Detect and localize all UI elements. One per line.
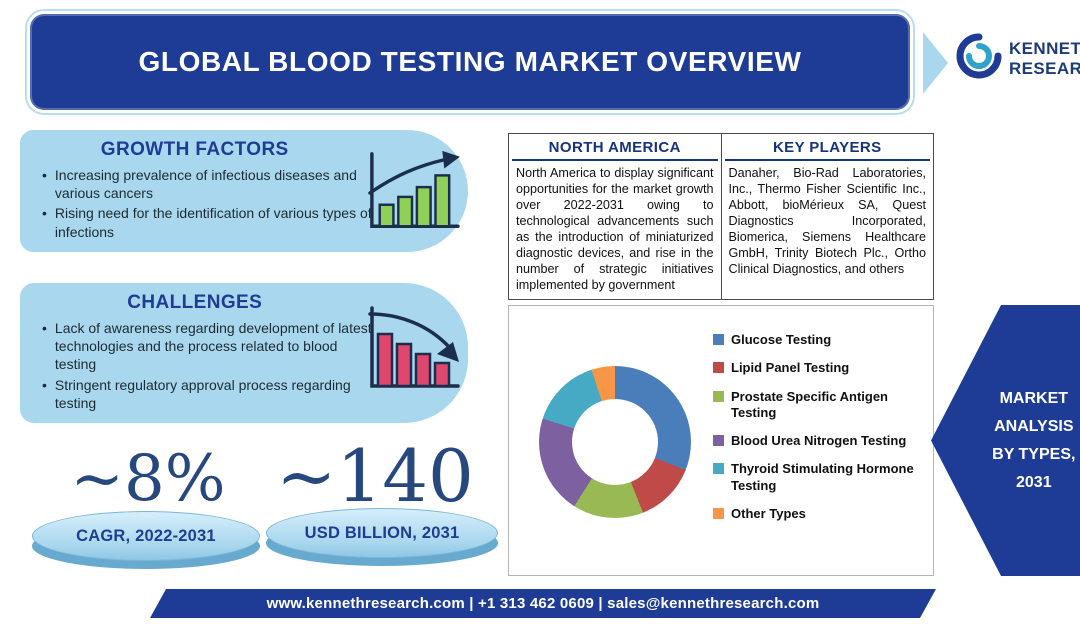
logo-text-line1: KENNETH	[1009, 38, 1080, 58]
market-analysis-text: MARKET ANALYSIS BY TYPES, 2031	[988, 385, 1080, 497]
header-banner: GLOBAL BLOOD TESTING MARKET OVERVIEW	[25, 9, 915, 115]
market-size-pedestal: USD BILLION, 2031	[266, 508, 498, 566]
key-players-title: KEY PLAYERS	[724, 134, 930, 161]
market-types-chart-panel: Glucose Testing Lipid Panel Testing Pros…	[508, 305, 934, 576]
legend-label: Glucose Testing	[731, 332, 832, 347]
legend-swatch	[713, 334, 724, 345]
banner-line: ANALYSIS	[994, 417, 1074, 435]
challenge-text: Stringent regulatory approval process re…	[54, 376, 351, 411]
key-players-column: KEY PLAYERS Danaher, Bio-Rad Laboratorie…	[722, 134, 934, 299]
bullet-dot: •	[42, 205, 47, 222]
legend-label: Prostate Specific Antigen Testing	[731, 388, 888, 420]
north-america-column: NORTH AMERICA North America to display s…	[509, 134, 722, 299]
legend-item: Thyroid Stimulating Hormone Testing	[713, 461, 925, 494]
cagr-value: ~8%	[70, 442, 226, 516]
north-america-body: North America to display significant opp…	[516, 166, 714, 292]
descending-bar-chart-icon	[362, 300, 462, 405]
cagr-pedestal: CAGR, 2022-2031	[32, 511, 260, 569]
legend-item: Prostate Specific Antigen Testing	[713, 389, 925, 422]
list-item: • Increasing prevalence of infectious di…	[42, 166, 372, 202]
cagr-label: CAGR, 2022-2031	[76, 526, 216, 545]
legend-label: Thyroid Stimulating Hormone Testing	[731, 461, 914, 493]
legend-label: Lipid Panel Testing	[731, 360, 850, 376]
donut-hole	[572, 399, 658, 485]
growth-factor-text: Rising need for the identification of va…	[54, 205, 372, 240]
challenge-text: Lack of awareness regarding development …	[54, 320, 372, 373]
legend-item: Glucose Testing	[713, 332, 925, 348]
legend-swatch	[713, 507, 724, 519]
market-analysis-banner: MARKET ANALYSIS BY TYPES, 2031	[931, 305, 1080, 576]
footer-contact-text: www.kennethresearch.com | +1 313 462 060…	[266, 595, 820, 612]
banner-line: MARKET	[999, 389, 1069, 407]
chart-legend: Glucose Testing Lipid Panel Testing Pros…	[713, 332, 925, 522]
banner-line: BY TYPES,	[992, 445, 1076, 463]
challenges-list: • Lack of awareness regarding developmen…	[42, 319, 468, 412]
key-players-body: Danaher, Bio-Rad Laboratories, Inc., The…	[728, 166, 927, 276]
list-item: • Stringent regulatory approval process …	[42, 376, 372, 412]
region-players-panel: NORTH AMERICA North America to display s…	[508, 133, 934, 300]
donut-chart	[539, 366, 691, 518]
legend-label: Blood Urea Nitrogen Testing	[731, 433, 907, 448]
north-america-title: NORTH AMERICA	[512, 134, 718, 161]
growth-factors-title: GROWTH FACTORS	[100, 139, 289, 160]
logo-text-line2: RESEARCH	[1009, 58, 1080, 78]
bullet-dot: •	[42, 376, 47, 393]
legend-swatch	[713, 463, 724, 475]
page-title: GLOBAL BLOOD TESTING MARKET OVERVIEW	[138, 46, 802, 77]
bullet-dot: •	[42, 167, 47, 183]
legend-swatch	[713, 362, 724, 374]
legend-item: Blood Urea Nitrogen Testing	[713, 433, 925, 449]
legend-swatch	[713, 390, 724, 402]
challenges-title: CHALLENGES	[127, 292, 263, 313]
kenneth-research-logo: KENNETH RESEARCH	[955, 32, 1080, 85]
pedestal-top: CAGR, 2022-2031	[32, 511, 260, 561]
market-size-value: ~140	[276, 434, 474, 518]
challenges-section: CHALLENGES • Lack of awareness regarding…	[20, 283, 468, 423]
list-item: • Rising need for the identification of …	[42, 204, 372, 240]
legend-label: Other Types	[731, 505, 806, 521]
growth-factors-list: • Increasing prevalence of infectious di…	[42, 166, 468, 241]
list-item: • Lack of awareness regarding developmen…	[42, 319, 372, 374]
kenneth-research-swirl-icon	[955, 32, 1003, 85]
market-size-label: USD BILLION, 2031	[304, 523, 460, 542]
pedestal-top: USD BILLION, 2031	[266, 508, 498, 558]
logo-text: KENNETH RESEARCH	[1009, 39, 1080, 78]
growth-factors-section: GROWTH FACTORS • Increasing prevalence o…	[20, 130, 468, 252]
growth-factor-text: Increasing prevalence of infectious dise…	[54, 167, 357, 202]
legend-item: Other Types	[713, 506, 925, 522]
footer-bar: www.kennethresearch.com | +1 313 462 060…	[150, 589, 936, 618]
banner-line: 2031	[1016, 473, 1052, 491]
right-chevron-accent-icon	[923, 32, 948, 94]
ascending-bar-chart-icon	[362, 148, 462, 243]
legend-item: Lipid Panel Testing	[713, 360, 925, 376]
legend-swatch	[713, 435, 724, 446]
bullet-dot: •	[42, 320, 47, 336]
